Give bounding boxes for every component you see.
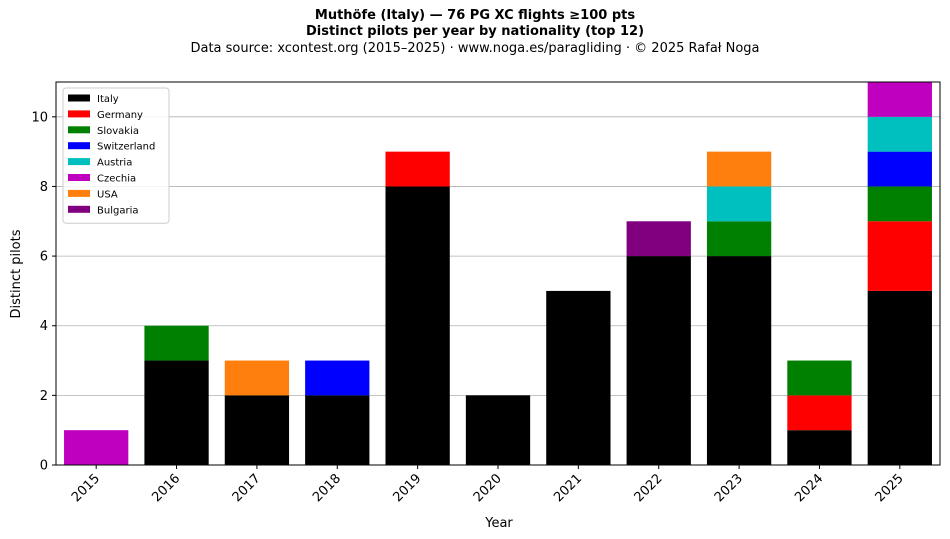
bar-2023-usa — [706, 151, 772, 187]
bar-2017-usa — [224, 360, 290, 396]
legend-swatch-usa — [68, 189, 90, 197]
legend-box — [62, 87, 170, 224]
x-tick-label-2020: 2020 — [471, 471, 505, 505]
bar-2025-germany — [867, 221, 932, 291]
y-axis-label: Distinct pilots — [9, 229, 24, 318]
bar-2019-italy — [385, 186, 450, 466]
bar-2015-czechia — [64, 430, 129, 465]
bar-2022-bulgaria — [626, 221, 691, 257]
legend-label-czechia: Czechia — [97, 174, 136, 185]
bar-2023-austria — [706, 186, 772, 222]
chart-source: Data source: xcontest.org (2015–2025) · … — [190, 41, 760, 56]
bar-2021-italy — [546, 290, 611, 465]
legend: Italy Germany Slovakia Switzerland Austria Cz… — [62, 87, 170, 224]
bar-2020-italy — [465, 395, 531, 465]
x-axis-label: Year — [484, 516, 513, 531]
bar-2024-germany — [787, 395, 852, 431]
bar-2024-italy — [787, 430, 852, 465]
legend-swatch-czechia — [68, 174, 90, 181]
legend-label-usa: USA — [97, 189, 118, 200]
legend-swatch-italy — [68, 94, 90, 102]
bar-2019-germany — [385, 151, 450, 187]
x-tick-label-2022: 2022 — [632, 471, 666, 505]
bar-2023-italy — [706, 256, 772, 465]
legend-label-bulgaria: Bulgaria — [97, 205, 138, 216]
legend-swatch-austria — [68, 158, 90, 166]
x-tick-label-2017: 2017 — [230, 471, 264, 505]
x-tick-label-2018: 2018 — [310, 471, 344, 505]
y-tick-label-8: 8 — [40, 180, 48, 195]
legend-label-switzerland: Switzerland — [97, 142, 155, 153]
x-tick-label-2016: 2016 — [149, 471, 183, 505]
legend-swatch-germany — [68, 110, 90, 118]
bar-2018-switzerland — [305, 360, 370, 396]
bar-2016-italy — [144, 360, 209, 465]
x-tick-label-2025: 2025 — [873, 471, 907, 505]
y-tick-label-10: 10 — [31, 110, 48, 125]
y-tick-label-6: 6 — [40, 250, 48, 265]
y-tick-label-0: 0 — [40, 459, 48, 474]
legend-label-austria: Austria — [97, 158, 132, 169]
bar-2025-italy — [867, 290, 932, 465]
legend-label-italy: Italy — [97, 94, 119, 105]
bar-2025-austria — [867, 116, 932, 152]
x-tick-label-2015: 2015 — [69, 471, 103, 505]
legend-swatch-bulgaria — [68, 205, 90, 213]
chart-title: Muthöfe (Italy) — 76 PG XC flights ≥100 … — [314, 8, 636, 23]
x-tick-label-2019: 2019 — [390, 471, 424, 505]
y-tick-label-2: 2 — [40, 389, 48, 404]
y-tick-label-4: 4 — [40, 319, 48, 334]
x-tick-label-2023: 2023 — [712, 471, 746, 505]
bar-2025-switzerland — [867, 151, 932, 187]
bar-2022-italy — [626, 256, 691, 465]
bar-2025-slovakia — [867, 186, 932, 222]
legend-label-slovakia: Slovakia — [97, 126, 139, 137]
chart-titles: Muthöfe (Italy) — 76 PG XC flights ≥100 … — [0, 8, 950, 57]
bar-2018-italy — [305, 395, 370, 465]
x-tick-label-2021: 2021 — [551, 471, 585, 505]
bar-2016-slovakia — [144, 325, 209, 361]
bars — [64, 82, 932, 466]
bar-2024-slovakia — [787, 360, 852, 396]
bar-2017-italy — [224, 395, 290, 465]
legend-label-germany: Germany — [97, 110, 143, 121]
bar-2025-czechia — [867, 82, 932, 117]
bar-2023-slovakia — [706, 221, 772, 257]
x-tick-label-2024: 2024 — [792, 471, 826, 505]
legend-swatch-slovakia — [68, 126, 90, 134]
chart-subtitle: Distinct pilots per year by nationality … — [305, 24, 645, 39]
legend-swatch-switzerland — [68, 142, 90, 150]
